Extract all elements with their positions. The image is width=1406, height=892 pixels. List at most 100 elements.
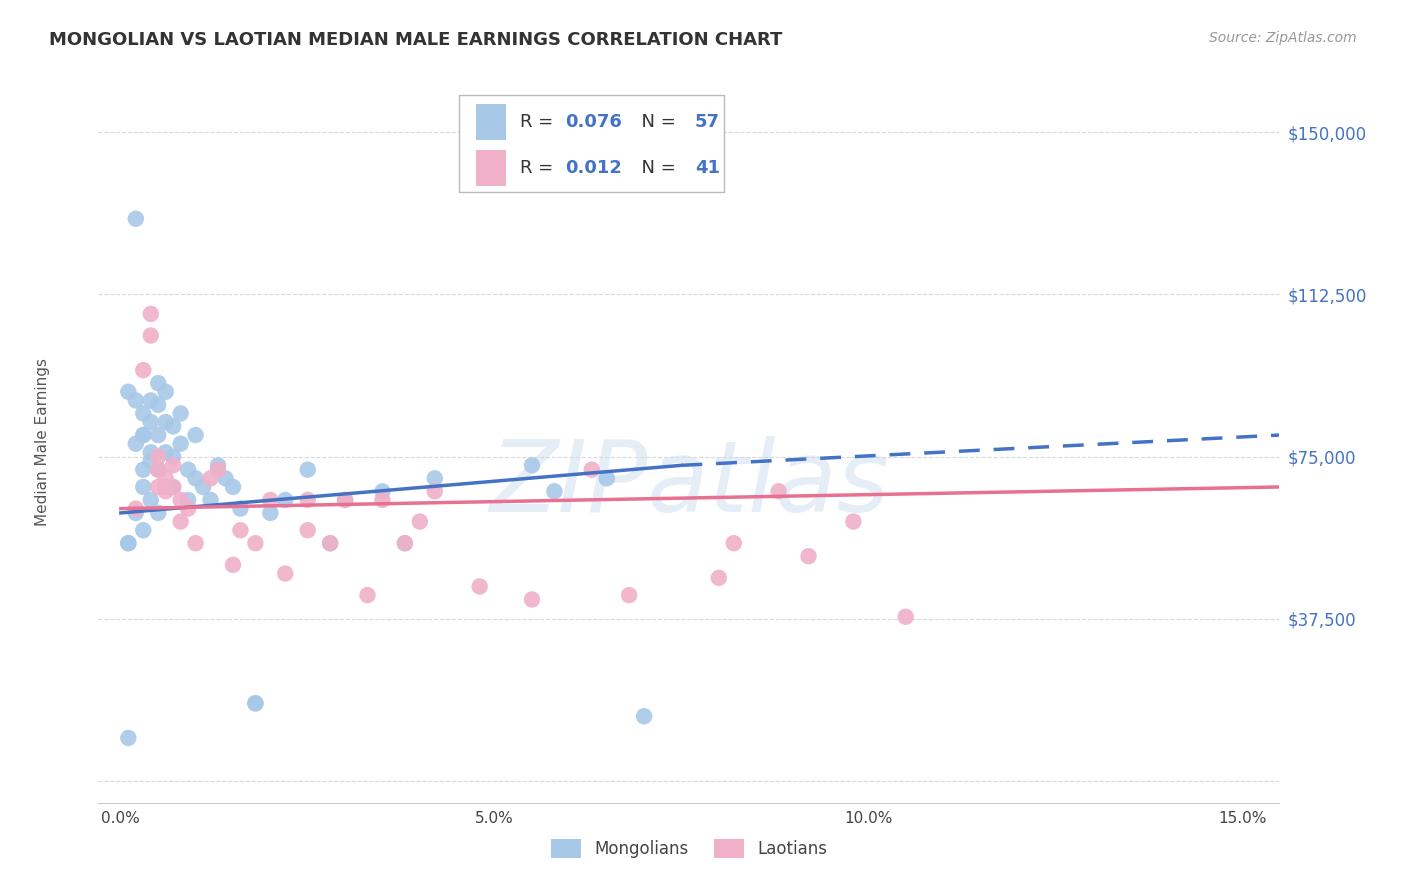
Point [132,363,155,377]
Point [148,463,170,477]
Text: R =: R = [520,113,560,131]
Point [162,450,184,464]
Point [214,471,236,485]
Point [423,484,446,499]
Point [581,463,603,477]
Point [371,492,394,507]
Point [162,458,184,473]
Point [274,492,297,507]
Point [207,458,229,473]
Point [245,696,267,710]
Point [148,398,170,412]
Point [177,501,200,516]
Point [200,471,222,485]
Point [155,480,177,494]
Point [177,492,200,507]
Point [155,484,177,499]
Point [125,501,148,516]
Text: 0.012: 0.012 [565,159,621,177]
Point [132,428,155,442]
Point [768,484,790,499]
Point [148,450,170,464]
Text: N =: N = [630,159,682,177]
Point [148,428,170,442]
Point [132,428,155,442]
Point [191,480,214,494]
Point [200,492,222,507]
Point [633,709,655,723]
Point [797,549,820,564]
Point [259,506,281,520]
Point [894,609,917,624]
Point [394,536,416,550]
Point [139,454,162,468]
Point [245,536,267,550]
Point [162,419,184,434]
Point [222,558,245,572]
Point [169,492,191,507]
Y-axis label: Median Male Earnings: Median Male Earnings [35,358,49,525]
Point [356,588,378,602]
Text: MONGOLIAN VS LAOTIAN MEDIAN MALE EARNINGS CORRELATION CHART: MONGOLIAN VS LAOTIAN MEDIAN MALE EARNING… [49,31,783,49]
Point [184,471,207,485]
Point [162,480,184,494]
FancyBboxPatch shape [477,150,506,186]
Legend: Mongolians, Laotians: Mongolians, Laotians [543,830,835,867]
Point [319,536,342,550]
Point [117,536,139,550]
Point [169,406,191,420]
Point [707,571,730,585]
Point [842,515,865,529]
Text: ZIPatlas: ZIPatlas [489,436,889,533]
Point [543,484,565,499]
Point [371,484,394,499]
Point [297,463,319,477]
Point [139,415,162,429]
Point [184,536,207,550]
Point [184,428,207,442]
Point [125,436,148,450]
Point [148,480,170,494]
Point [125,506,148,520]
Point [139,492,162,507]
Point [117,384,139,399]
Point [596,471,619,485]
Point [132,406,155,420]
Point [520,592,543,607]
Point [155,384,177,399]
Point [423,471,446,485]
Point [169,436,191,450]
Point [409,515,432,529]
Text: R =: R = [520,159,560,177]
Point [169,515,191,529]
Point [139,445,162,459]
Text: 57: 57 [695,113,720,131]
Point [132,480,155,494]
Point [132,463,155,477]
Point [132,523,155,537]
Point [139,307,162,321]
Point [297,523,319,537]
Point [333,492,356,507]
Point [148,506,170,520]
FancyBboxPatch shape [477,104,506,140]
Point [259,492,281,507]
Point [117,536,139,550]
Point [125,211,148,226]
Point [139,393,162,408]
Point [125,393,148,408]
Point [177,463,200,477]
Point [723,536,745,550]
Text: N =: N = [630,113,682,131]
Text: Source: ZipAtlas.com: Source: ZipAtlas.com [1209,31,1357,45]
Point [245,696,267,710]
Text: 0.076: 0.076 [565,113,621,131]
Point [333,492,356,507]
Point [274,566,297,581]
Point [319,536,342,550]
Point [222,480,245,494]
FancyBboxPatch shape [458,95,724,193]
Point [155,471,177,485]
Point [117,731,139,745]
Point [394,536,416,550]
